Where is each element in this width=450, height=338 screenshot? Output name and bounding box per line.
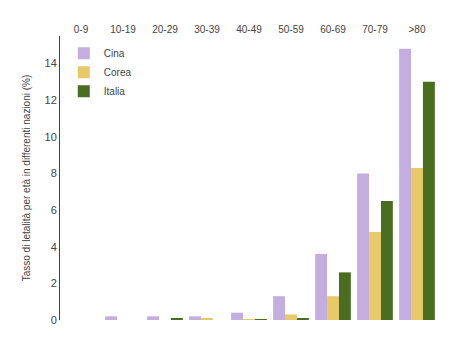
svg-text:Corea: Corea xyxy=(104,67,132,78)
svg-text:4: 4 xyxy=(51,241,57,253)
svg-text:40-49: 40-49 xyxy=(236,24,262,35)
svg-text:Tasso di letalità per età in d: Tasso di letalità per età in differenti … xyxy=(21,75,32,282)
svg-text:12: 12 xyxy=(45,94,57,106)
svg-text:30-39: 30-39 xyxy=(194,24,220,35)
svg-text:10-19: 10-19 xyxy=(110,24,136,35)
svg-text:2: 2 xyxy=(51,277,57,289)
svg-text:>80: >80 xyxy=(409,24,426,35)
svg-text:60-69: 60-69 xyxy=(320,24,346,35)
svg-text:Cina: Cina xyxy=(104,48,125,59)
svg-text:8: 8 xyxy=(51,167,57,179)
svg-text:70-79: 70-79 xyxy=(362,24,388,35)
svg-text:6: 6 xyxy=(51,204,57,216)
svg-text:0: 0 xyxy=(51,314,57,326)
svg-text:20-29: 20-29 xyxy=(152,24,178,35)
svg-text:10: 10 xyxy=(45,131,57,143)
svg-text:14: 14 xyxy=(45,57,57,69)
svg-text:50-59: 50-59 xyxy=(278,24,304,35)
svg-text:0-9: 0-9 xyxy=(74,24,89,35)
svg-text:Italia: Italia xyxy=(104,86,126,97)
